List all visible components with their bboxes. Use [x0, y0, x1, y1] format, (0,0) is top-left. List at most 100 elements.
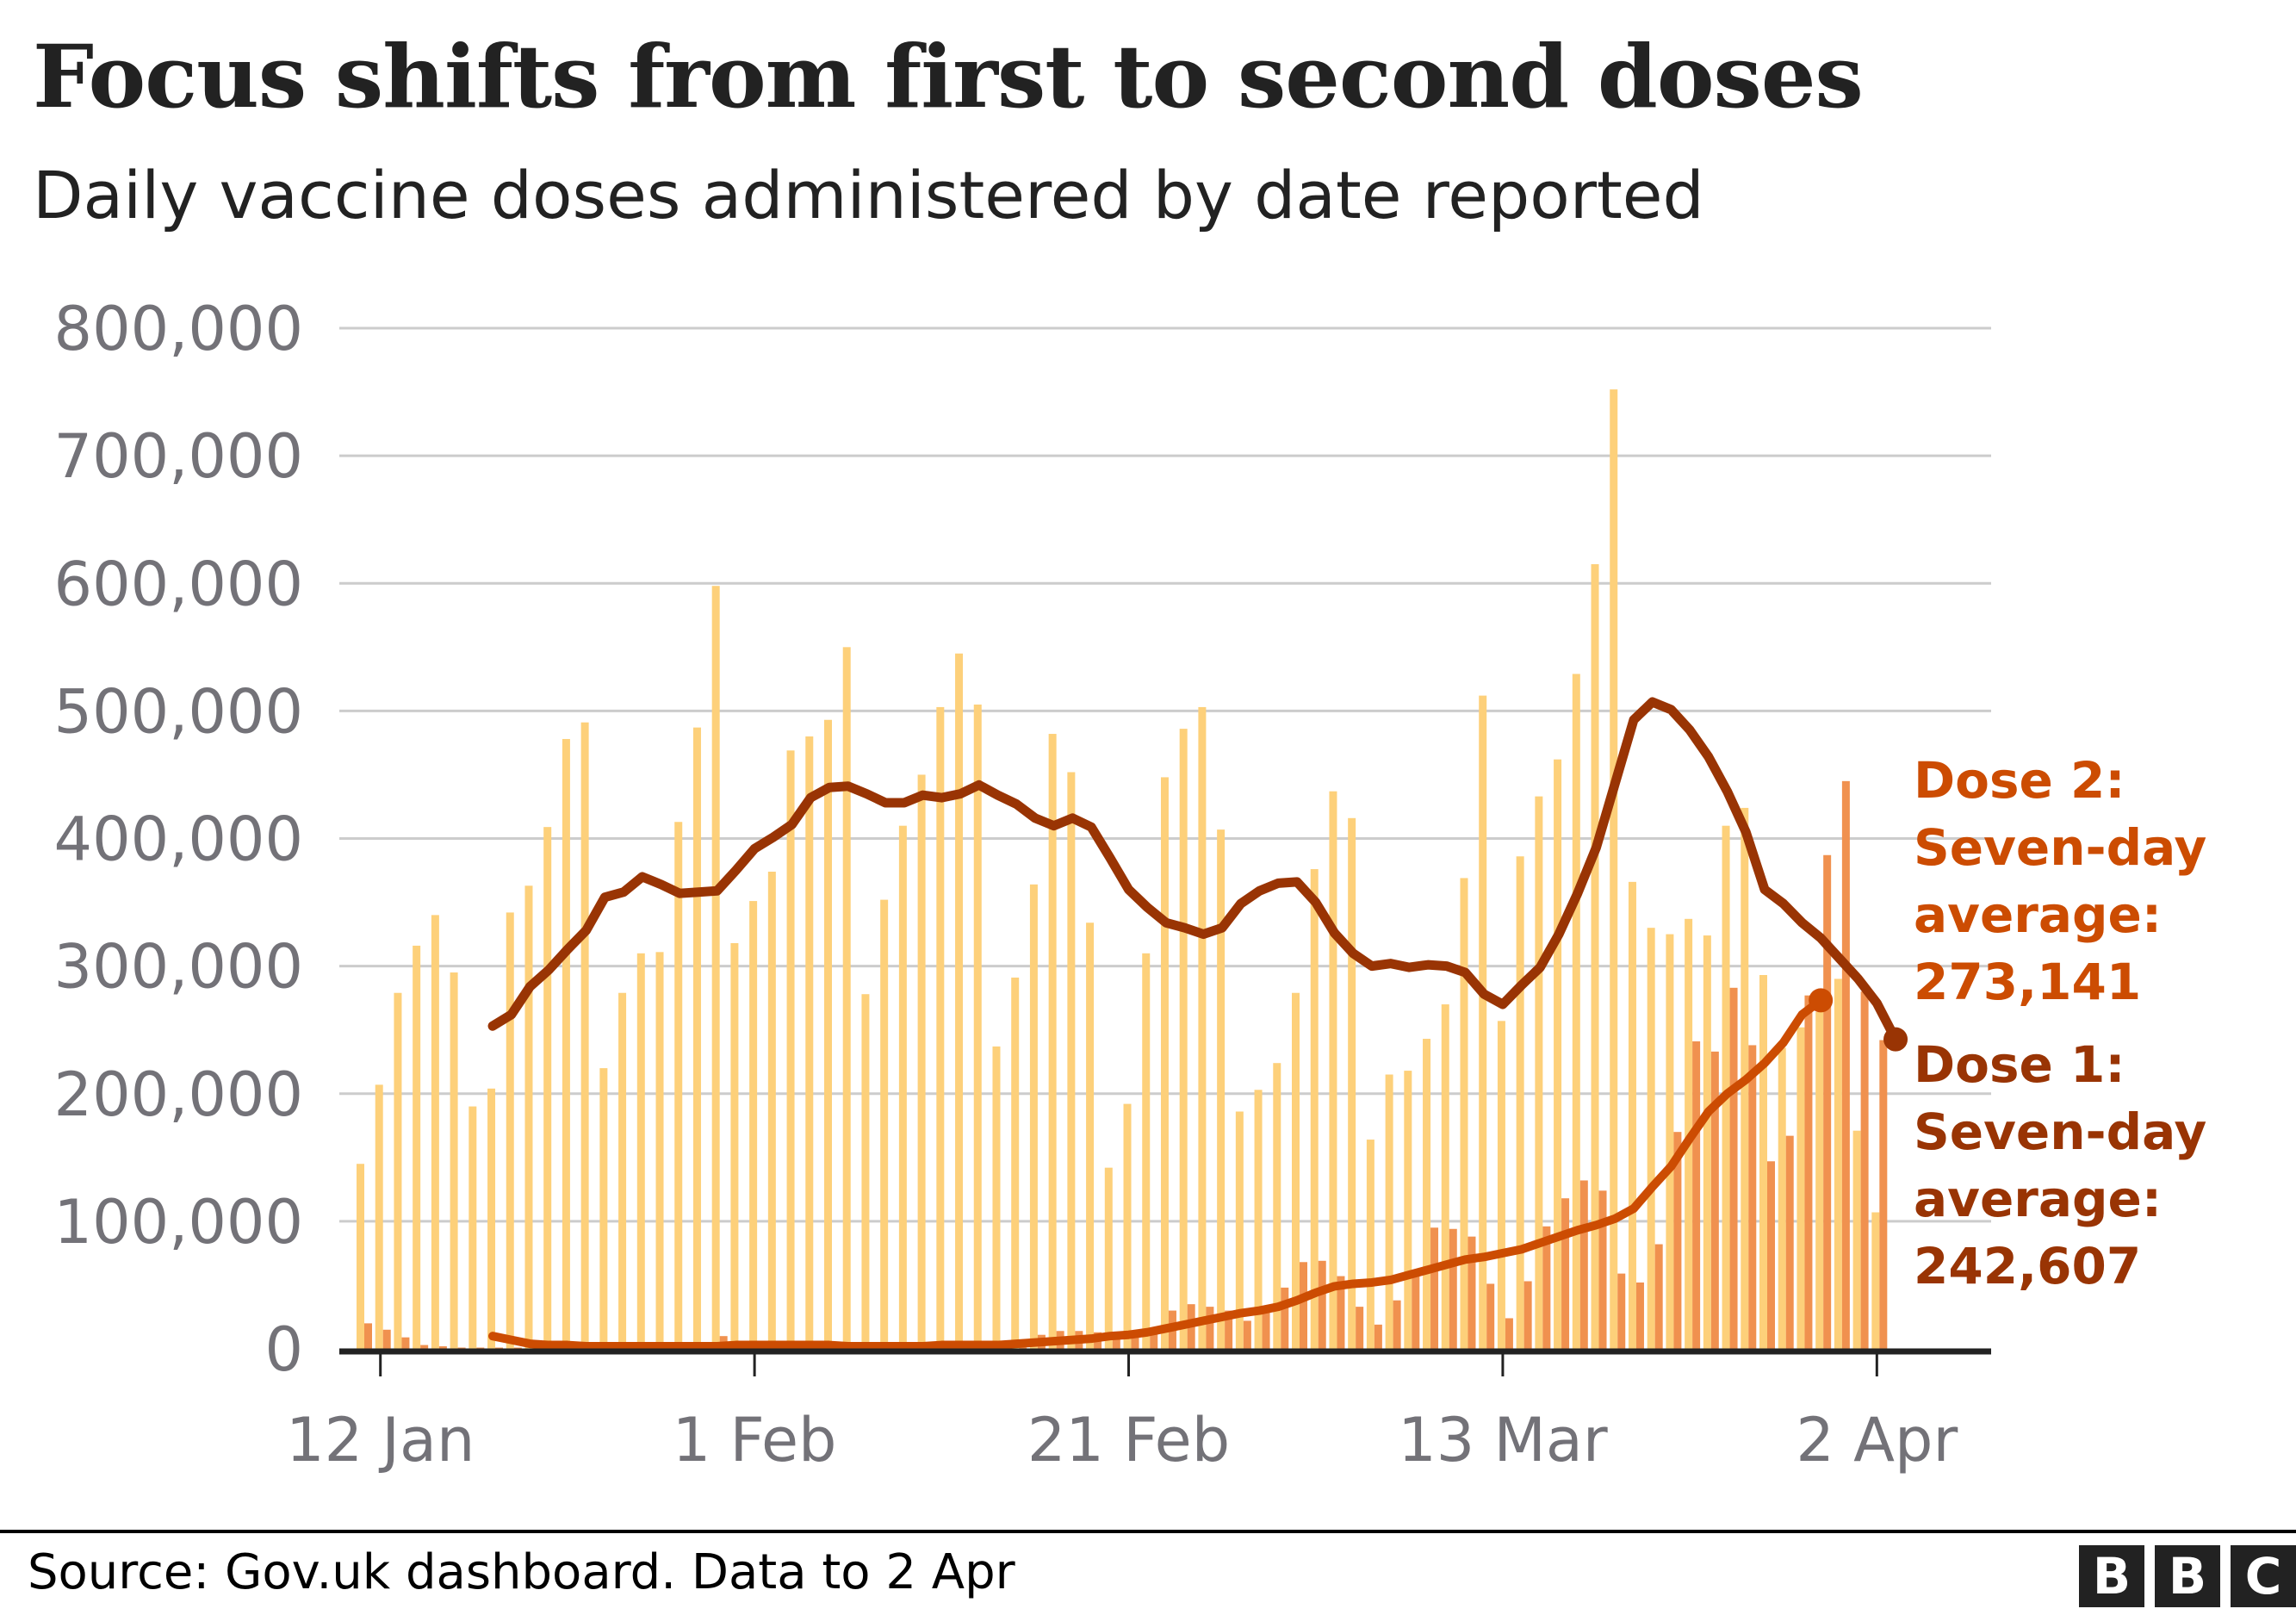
- dose2-bar: [1879, 1040, 1888, 1349]
- dose1-bar: [431, 915, 439, 1349]
- dose1-bar: [450, 972, 458, 1349]
- dose1-bar: [1329, 791, 1337, 1349]
- dose1-bar: [1366, 1140, 1374, 1349]
- dose1-bar: [1273, 1063, 1281, 1349]
- dose1-bar: [1348, 817, 1356, 1349]
- dose2-bar: [1262, 1309, 1270, 1349]
- line-dose-1-seven-day-average: [487, 697, 1901, 1045]
- x-axis-labels: 12 Jan 1 Feb 21 Feb 13 Mar 2 Apr: [286, 1405, 1958, 1475]
- dose2-bar: [1710, 1051, 1719, 1349]
- dose1-bar: [749, 901, 758, 1349]
- dose2-bar: [495, 1347, 504, 1349]
- dose2-label: Dose 2: Seven-day average: 273,141: [1914, 751, 2225, 1011]
- dose1-bar: [543, 827, 552, 1349]
- dose2-bar: [476, 1347, 485, 1349]
- dose1-bar: [618, 992, 627, 1349]
- dose2-bar: [1823, 854, 1832, 1349]
- bbc-logo-letter: B: [2079, 1545, 2144, 1607]
- annotations: Dose 2: Seven-day average: 273,141 Dose …: [1914, 751, 2225, 1295]
- bbc-logo-letter: C: [2231, 1545, 2296, 1607]
- dose1-bar: [580, 722, 589, 1349]
- dose2-bar: [1692, 1041, 1701, 1349]
- dose1-label: Dose 1: Seven-day average: 242,607: [1914, 1035, 2225, 1295]
- dose1-bar: [1235, 1111, 1244, 1349]
- dose1-bar: [1423, 1039, 1431, 1349]
- dose1-bar: [674, 822, 683, 1349]
- dose2-bar: [364, 1323, 372, 1349]
- dose1-bar: [917, 774, 926, 1349]
- dose1-bar: [1703, 935, 1711, 1349]
- dose1-bar: [1460, 878, 1468, 1349]
- dose1-bar: [1067, 772, 1076, 1349]
- dose2-bar: [1206, 1307, 1214, 1349]
- dose1-bar: [898, 825, 907, 1349]
- dose2-bar: [1654, 1244, 1663, 1349]
- dose1-bar: [1497, 1021, 1505, 1349]
- y-axis-labels: 0 100,000 200,000 300,000 400,000 500,000 600,…: [54, 294, 303, 1385]
- dose2-bar: [1860, 991, 1869, 1349]
- dose1-bar: [692, 727, 701, 1349]
- dose1-bar: [1778, 1047, 1786, 1349]
- dose2-bar: [1430, 1227, 1439, 1349]
- dose1-bar: [469, 1106, 477, 1349]
- y-tick-label: 500,000: [54, 676, 303, 747]
- dose2-bar: [1673, 1132, 1682, 1349]
- dose2-bar: [1561, 1198, 1570, 1349]
- dose2-bar: [1542, 1226, 1551, 1349]
- footer-divider: [0, 1530, 2296, 1533]
- dose1-bar: [1198, 706, 1207, 1349]
- dose1-bar: [955, 653, 964, 1349]
- dose2-bar: [1300, 1262, 1307, 1349]
- dose2-bar: [1393, 1300, 1401, 1349]
- dose1-bar: [861, 994, 870, 1349]
- dose2-bar: [1019, 1347, 1027, 1349]
- dose1-bar: [1796, 1027, 1805, 1349]
- dose2-bar: [513, 1347, 522, 1349]
- dose1-bar: [1610, 389, 1618, 1350]
- dose1-bar: [1516, 856, 1524, 1349]
- dose2-bar: [1225, 1310, 1233, 1349]
- dose2-bar: [1356, 1307, 1364, 1349]
- dose2-bar: [1523, 1281, 1532, 1349]
- dose1-bar: [1086, 922, 1095, 1349]
- y-tick-label: 200,000: [54, 1059, 303, 1130]
- dose1-bar: [1254, 1090, 1263, 1349]
- dose2-bar: [382, 1329, 391, 1349]
- dose1-bar: [562, 738, 570, 1349]
- dose1-bar: [1815, 1011, 1824, 1349]
- x-tick-label: 2 Apr: [1796, 1405, 1958, 1475]
- dose1-bar: [1011, 977, 1020, 1349]
- bbc-logo-letter: B: [2155, 1545, 2220, 1607]
- dose2-bar: [1804, 995, 1813, 1349]
- dose1-bar: [1535, 796, 1543, 1349]
- dose1-bar: [1647, 928, 1655, 1349]
- dose1-bar: [936, 706, 945, 1349]
- dose2-bar: [1617, 1273, 1626, 1349]
- dose1-endpoint-marker: [1883, 1027, 1908, 1052]
- dose1-bar: [1160, 777, 1169, 1349]
- x-tick-label: 1 Feb: [673, 1405, 837, 1475]
- dose2-bar: [1374, 1324, 1382, 1349]
- y-tick-label: 400,000: [54, 804, 303, 875]
- dose1-bar: [1591, 564, 1599, 1349]
- dose1-bar: [824, 719, 832, 1349]
- dose1-bar: [1310, 869, 1319, 1349]
- dose2-bar: [1318, 1260, 1326, 1349]
- dose1-bar: [1217, 829, 1226, 1349]
- dose2-bar: [1468, 1236, 1476, 1349]
- dose1-bar: [487, 1088, 496, 1349]
- bbc-logo: B B C: [2079, 1545, 2296, 1607]
- chart-subtitle: Daily vaccine doses administered by date…: [33, 157, 1704, 233]
- x-tick-label: 21 Feb: [1027, 1405, 1230, 1475]
- dose1-bar: [1142, 953, 1151, 1349]
- dose1-bar: [767, 872, 776, 1349]
- dose1-bar: [1292, 992, 1300, 1349]
- dose2-bar: [1281, 1287, 1289, 1349]
- y-tick-label: 300,000: [54, 932, 303, 1003]
- dose1-bar: [506, 912, 514, 1349]
- dose2-bars: [364, 780, 1888, 1349]
- dose1-bar: [394, 992, 402, 1349]
- dose2-bar: [1112, 1333, 1120, 1349]
- dose1-bar: [1104, 1167, 1113, 1349]
